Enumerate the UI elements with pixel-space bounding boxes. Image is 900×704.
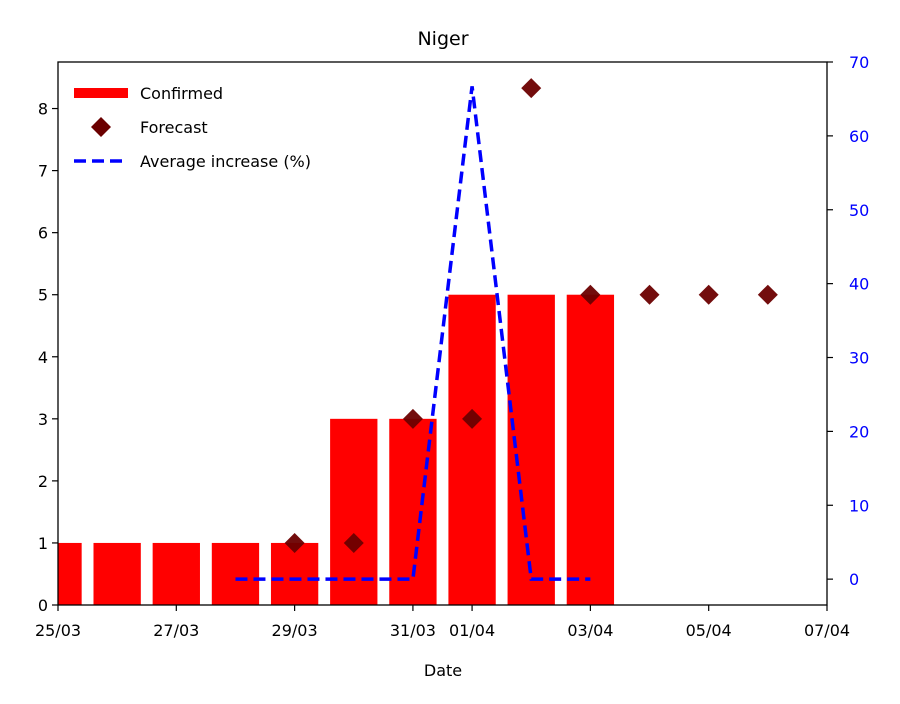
bar-confirmed bbox=[448, 294, 496, 605]
legend: Confirmed Forecast Average increase (%) bbox=[74, 84, 311, 171]
y2-tick-label: 20 bbox=[849, 422, 869, 441]
plot-frame bbox=[57, 61, 828, 606]
y-tick-label: 2 bbox=[38, 472, 48, 491]
bar-confirmed bbox=[152, 542, 200, 605]
legend-confirmed-swatch bbox=[74, 88, 128, 98]
x-tick-label: 29/03 bbox=[272, 621, 318, 640]
point-forecast bbox=[343, 532, 364, 553]
bar-confirmed bbox=[566, 294, 615, 605]
point-forecast bbox=[698, 284, 719, 305]
y2-tick-label: 0 bbox=[849, 570, 859, 589]
legend-forecast-label: Forecast bbox=[140, 118, 208, 137]
legend-average-increase-label: Average increase (%) bbox=[140, 152, 311, 171]
point-forecast bbox=[757, 284, 778, 305]
x-tick-label: 05/04 bbox=[686, 621, 732, 640]
line-layer bbox=[235, 86, 591, 581]
point-forecast bbox=[580, 284, 601, 305]
x-tick-label: 01/04 bbox=[449, 621, 495, 640]
y-tick-label: 1 bbox=[38, 534, 48, 553]
y-tick-label: 4 bbox=[38, 348, 48, 367]
y-tick-label: 7 bbox=[38, 162, 48, 181]
y2-tick-label: 40 bbox=[849, 275, 869, 294]
x-axis-label: Date bbox=[424, 661, 462, 680]
point-forecast bbox=[639, 284, 660, 305]
x-tick-label: 07/04 bbox=[804, 621, 850, 640]
y-tick-label: 0 bbox=[38, 596, 48, 615]
bar-confirmed bbox=[211, 542, 260, 605]
x-tick-label: 03/04 bbox=[567, 621, 613, 640]
y-tick-label: 8 bbox=[38, 100, 48, 119]
y2-tick-label: 10 bbox=[849, 496, 869, 515]
bar-confirmed bbox=[507, 294, 555, 605]
legend-forecast-marker bbox=[91, 117, 111, 137]
y2-tick-label: 50 bbox=[849, 201, 869, 220]
x-tick-label: 25/03 bbox=[35, 621, 81, 640]
line-average-increase bbox=[235, 86, 591, 581]
point-forecast bbox=[402, 408, 423, 429]
point-forecast bbox=[521, 78, 542, 99]
bar-confirmed bbox=[270, 542, 319, 605]
x-tick-label: 31/03 bbox=[390, 621, 436, 640]
point-forecast bbox=[284, 532, 305, 553]
y2-tick-label: 70 bbox=[849, 53, 869, 72]
y2-tick-label: 30 bbox=[849, 349, 869, 368]
axes-layer: 0 1 2 3 4 5 6 7 8 0 10 20 30 40 50 60 70 25/03 27/03 29/03 3… bbox=[35, 53, 869, 640]
legend-confirmed-label: Confirmed bbox=[140, 84, 223, 103]
y2-tick-label: 60 bbox=[849, 127, 869, 146]
points-layer bbox=[284, 78, 778, 553]
bar-confirmed bbox=[330, 418, 378, 605]
y-tick-label: 5 bbox=[38, 286, 48, 305]
bar-confirmed bbox=[58, 542, 82, 605]
point-forecast bbox=[462, 408, 483, 429]
x-tick-label: 27/03 bbox=[153, 621, 199, 640]
chart-title: Niger bbox=[417, 28, 468, 50]
bars-layer bbox=[58, 294, 615, 605]
y-tick-label: 6 bbox=[38, 224, 48, 243]
y-tick-label: 3 bbox=[38, 410, 48, 429]
bar-confirmed bbox=[93, 542, 141, 605]
